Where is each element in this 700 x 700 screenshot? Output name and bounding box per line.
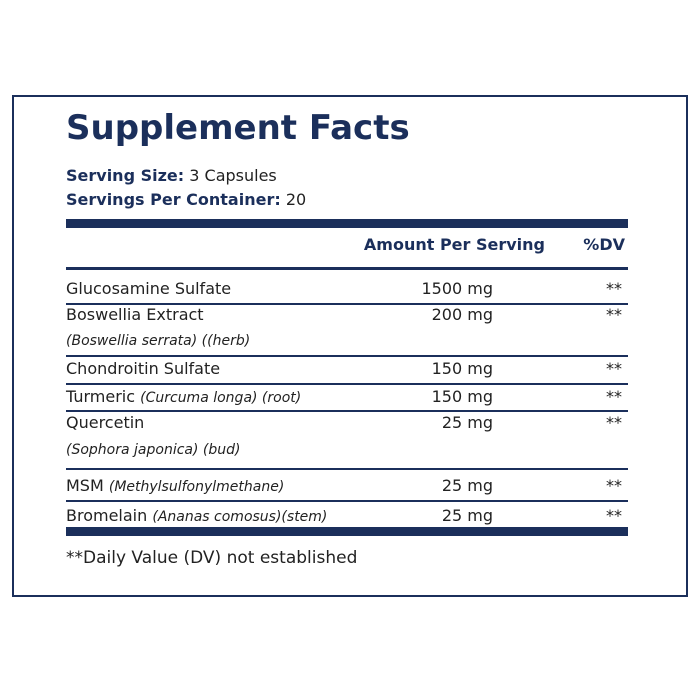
ingredient-detail: (Boswellia serrata) ((herb)	[66, 333, 251, 349]
ingredient: MSM	[66, 476, 104, 495]
separator	[66, 468, 628, 470]
separator	[66, 355, 628, 357]
amount: 200 mg	[431, 305, 493, 324]
dv: **	[606, 506, 622, 525]
ingredient: Turmeric	[66, 387, 136, 406]
ingredient: Quercetin	[66, 413, 145, 432]
dv: **	[606, 413, 622, 432]
amount: 25 mg	[441, 413, 493, 432]
amount: 1500 mg	[421, 279, 493, 298]
rule	[66, 267, 628, 270]
separator	[66, 303, 628, 305]
label: Serving Size:	[66, 166, 185, 185]
row-name: Turmeric (Curcuma longa) (root)	[66, 385, 301, 409]
ingredient-detail: (Ananas comosus)(stem)	[152, 509, 328, 525]
header-amount: Amount Per Serving	[363, 235, 545, 254]
separator	[66, 500, 628, 502]
header-dv: %DV	[583, 235, 625, 254]
ingredient-detail: (Curcuma longa) (root)	[140, 390, 302, 406]
ingredient: Boswellia Extract	[66, 305, 204, 324]
row-name: Glucosamine Sulfate	[66, 277, 231, 301]
value: 3 Capsules	[189, 166, 277, 185]
dv: **	[606, 387, 622, 406]
separator	[66, 383, 628, 385]
label: Servings Per Container:	[66, 190, 281, 209]
dv: **	[606, 279, 622, 298]
ingredient-detail: (Sophora japonica) (bud)	[66, 442, 241, 458]
amount: 150 mg	[431, 387, 493, 406]
row-name: Chondroitin Sulfate	[66, 357, 220, 381]
value: 20	[285, 190, 307, 209]
row-name: Boswellia Extract	[66, 303, 204, 327]
ingredient: Bromelain	[66, 506, 148, 525]
ingredient: Glucosamine Sulfate	[66, 279, 232, 298]
title: Supplement Facts	[66, 108, 410, 148]
row-name: MSM (Methylsulfonylmethane)	[66, 474, 284, 498]
separator	[66, 410, 628, 412]
dv: **	[606, 305, 622, 324]
amount: 150 mg	[431, 359, 493, 378]
amount: 25 mg	[441, 476, 493, 495]
rule	[66, 527, 628, 536]
rule	[66, 219, 628, 228]
servings-per-container: Servings Per Container: 20	[66, 188, 306, 212]
frame	[12, 95, 688, 597]
dv: **	[606, 359, 622, 378]
footnote: **Daily Value (DV) not established	[66, 548, 358, 568]
amount: 25 mg	[441, 506, 493, 525]
ingredient: Chondroitin Sulfate	[66, 359, 221, 378]
dv: **	[606, 476, 622, 495]
ingredient-detail: (Methylsulfonylmethane)	[108, 479, 285, 495]
serving-size: Serving Size: 3 Capsules	[66, 164, 277, 188]
row-name: Quercetin	[66, 411, 144, 435]
row-name: Bromelain (Ananas comosus)(stem)	[66, 504, 327, 528]
